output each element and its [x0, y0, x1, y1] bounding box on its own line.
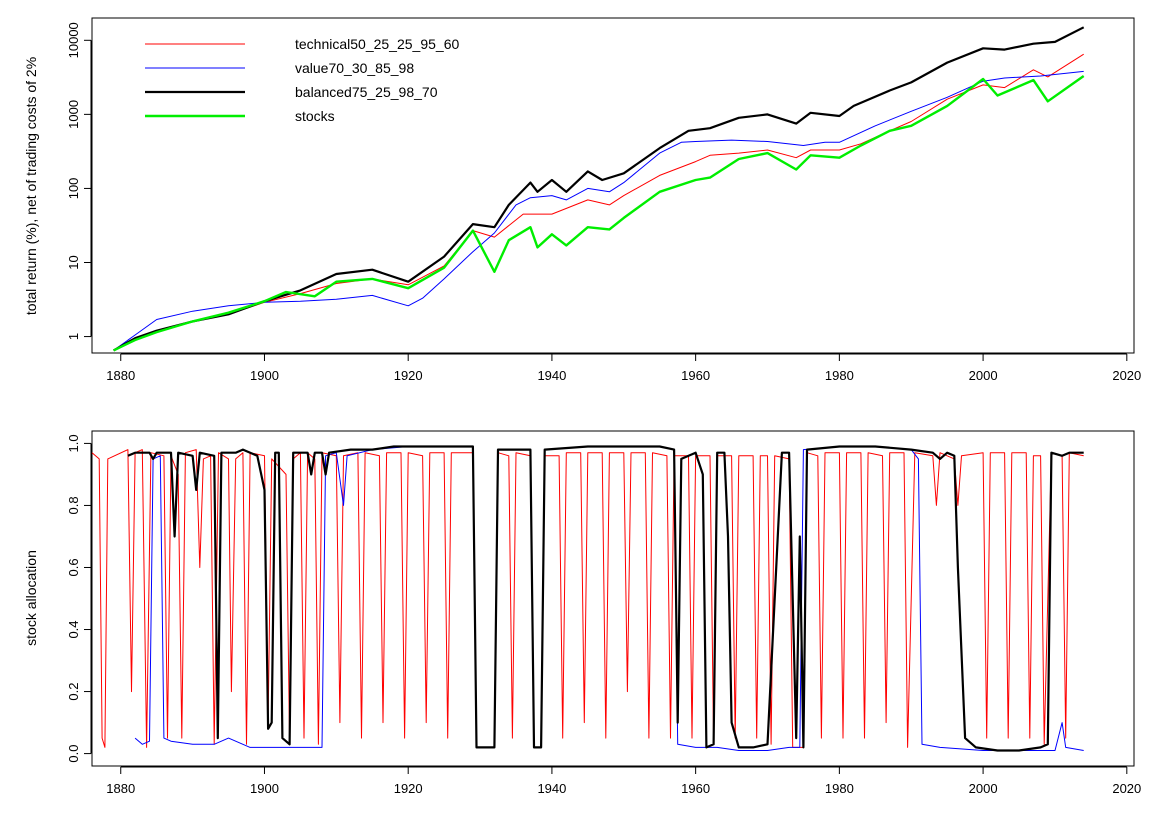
stock-allocation-y-tick-label-0-4: 0.4: [66, 620, 81, 638]
total-return-series-lines: [113, 26, 1085, 352]
stock-allocation-y-tick-label-0-8: 0.8: [66, 496, 81, 514]
stock-allocation-y-tick-label-0-2: 0.2: [66, 683, 81, 701]
stock-allocation-x-axis: 1880 1900 1920 1940 1960 1980 2000 2020: [106, 766, 1141, 796]
total-return-series-balanced75-25-98-70: [113, 26, 1085, 352]
total-return-x-tick-label-1900: 1900: [250, 368, 279, 383]
total-return-y-tick-label-100: 100: [66, 178, 81, 200]
stock-allocation-x-tick-label-1920: 1920: [394, 781, 423, 796]
stock-allocation-y-axis-title: stock allocation: [23, 550, 39, 646]
stock-allocation-y-tick-label-1-0: 1.0: [66, 434, 81, 452]
stock-allocation-x-tick-label-1980: 1980: [825, 781, 854, 796]
total-return-x-tick-label-2000: 2000: [969, 368, 998, 383]
total-return-y-tick-label-10: 10: [66, 255, 81, 269]
stock-allocation-panel: 1880 1900 1920 1940 1960 1980 2000 2020 0.00.20…: [23, 430, 1141, 796]
stock-allocation-series-lines: [91, 445, 1084, 752]
total-return-x-tick-label-1940: 1940: [537, 368, 566, 383]
total-return-series-technical50-25-25-95-60: [113, 53, 1084, 351]
stock-allocation-x-tick-label-1880: 1880: [106, 781, 135, 796]
stock-allocation-x-tick-label-1960: 1960: [681, 781, 710, 796]
total-return-series-stocks: [113, 75, 1085, 352]
legend-label-technical50-25-25-95-60: technical50_25_25_95_60: [295, 36, 459, 52]
total-return-x-tick-label-1920: 1920: [394, 368, 423, 383]
total-return-x-axis: 1880 1900 1920 1940 1960 1980 2000 2020: [106, 353, 1141, 383]
legend-label-balanced75-25-98-70: balanced75_25_98_70: [295, 84, 438, 100]
legend-label-stocks: stocks: [295, 108, 335, 124]
total-return-x-tick-label-1980: 1980: [825, 368, 854, 383]
stock-allocation-x-tick-label-1940: 1940: [537, 781, 566, 796]
stock-allocation-x-tick-label-1900: 1900: [250, 781, 279, 796]
total-return-x-tick-label-2020: 2020: [1112, 368, 1141, 383]
stock-allocation-x-tick-label-2000: 2000: [969, 781, 998, 796]
stock-allocation-y-axis: 0.0 0.2 0.4 0.6 0.8 1.0: [66, 434, 92, 763]
total-return-x-tick-label-1880: 1880: [106, 368, 135, 383]
stock-allocation-series-technical50-25-25-95-60: [91, 449, 1084, 748]
stock-allocation-series-balanced75-25-98-70: [127, 445, 1084, 752]
total-return-plot-frame: [91, 17, 1135, 354]
total-return-y-axis-title: total return (%), net of trading costs o…: [23, 57, 39, 315]
total-return-panel: 1880 1900 1920 1940 1960 1980 2000 2020 1101001…: [23, 17, 1141, 383]
legend: technical50_25_25_95_60 value70_30_85_98b…: [145, 36, 459, 124]
stock-allocation-y-tick-label-0-6: 0.6: [66, 558, 81, 576]
legend-label-value70-30-85-98: value70_30_85_98: [295, 60, 414, 76]
total-return-y-tick-label-10000: 10000: [66, 22, 81, 58]
total-return-series-value70-30-85-98: [113, 70, 1084, 351]
total-return-x-tick-label-1960: 1960: [681, 368, 710, 383]
stock-allocation-plot-frame: [91, 430, 1135, 767]
stock-allocation-y-tick-label-0-0: 0.0: [66, 745, 81, 763]
total-return-y-tick-label-1000: 1000: [66, 100, 81, 129]
stock-allocation-x-tick-label-2020: 2020: [1112, 781, 1141, 796]
total-return-y-tick-label-1: 1: [66, 333, 81, 340]
total-return-y-axis: 1 10 100 1000 10000: [66, 22, 92, 340]
